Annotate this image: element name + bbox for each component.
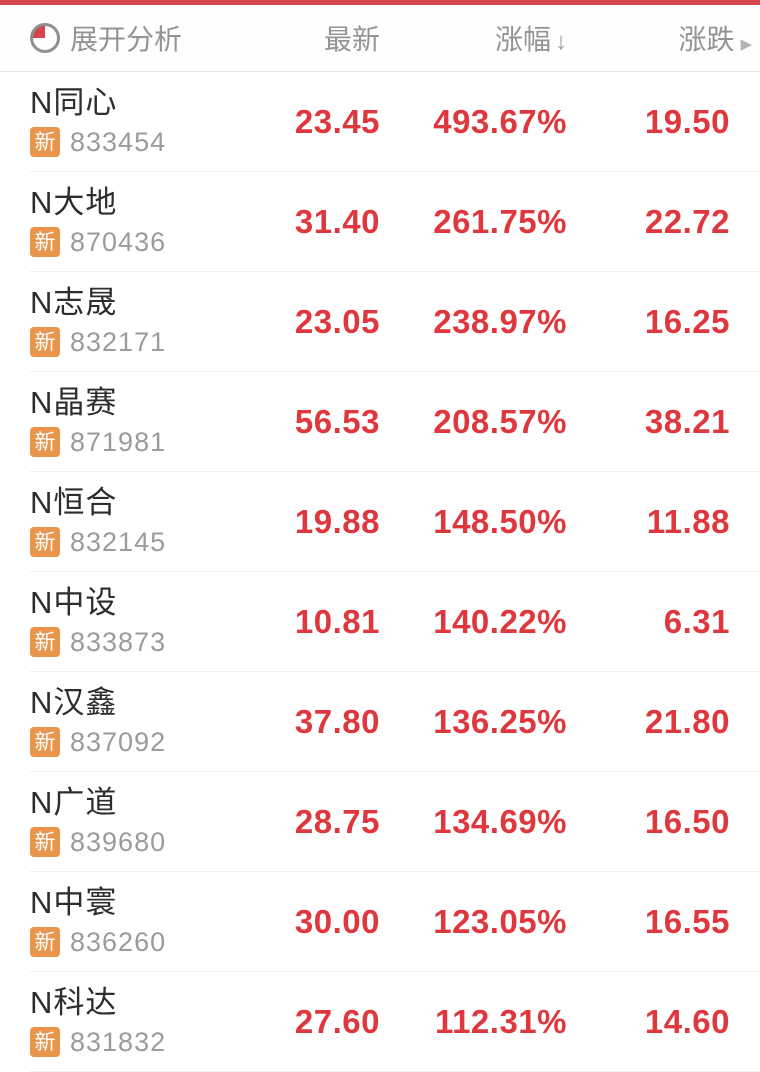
stock-name-cell: N晶赛 新 871981 (30, 387, 230, 458)
table-row[interactable]: N中设 新 833873 10.81 140.22% 6.31 (0, 572, 760, 672)
pct-change-value: 136.25% (433, 703, 567, 740)
stock-name: N同心 (30, 84, 118, 120)
stock-name-cell: N中设 新 833873 (30, 587, 230, 658)
stock-rows-container: N同心 新 833454 23.45 493.67% 19.50 N大地 新 8… (0, 72, 760, 1072)
stock-code: 832171 (70, 326, 167, 357)
change-amount-value: 22.72 (644, 203, 730, 240)
new-listing-badge: 新 (30, 427, 60, 457)
stock-name-cell: N中寰 新 836260 (30, 887, 230, 958)
latest-price-value: 30.00 (294, 903, 380, 940)
stock-name-cell: N志晟 新 832171 (30, 287, 230, 358)
new-listing-badge: 新 (30, 127, 60, 157)
pct-change-value: 493.67% (433, 103, 567, 140)
more-columns-chevron-icon: ▶ (740, 36, 752, 53)
pct-change-value: 261.75% (433, 203, 567, 240)
pct-change-value: 238.97% (433, 303, 567, 340)
sort-desc-arrow-icon: ↓ (555, 28, 567, 55)
stock-name: N晶赛 (30, 384, 118, 420)
stock-name: N恒合 (30, 484, 118, 520)
stock-name: N科达 (30, 984, 118, 1020)
pct-change-value: 148.50% (433, 503, 567, 540)
change-amount-value: 16.55 (644, 903, 730, 940)
new-listing-badge: 新 (30, 527, 60, 557)
latest-price-value: 56.53 (294, 403, 380, 440)
stock-name-cell: N大地 新 870436 (30, 187, 230, 258)
change-amount-value: 16.50 (644, 803, 730, 840)
pct-change-value: 123.05% (433, 903, 567, 940)
table-row[interactable]: N同心 新 833454 23.45 493.67% 19.50 (0, 72, 760, 172)
stock-name-cell: N科达 新 831832 (30, 987, 230, 1058)
pct-change-value: 140.22% (433, 603, 567, 640)
expand-analysis-button[interactable]: 展开分析 (30, 18, 230, 58)
stock-code: 871981 (70, 426, 167, 457)
pie-chart-icon (30, 23, 60, 53)
top-accent-bar (0, 0, 760, 5)
latest-price-value: 37.80 (294, 703, 380, 740)
table-row[interactable]: N恒合 新 832145 19.88 148.50% 11.88 (0, 472, 760, 572)
change-amount-value: 38.21 (644, 403, 730, 440)
column-header-pct-change[interactable]: 涨幅 ↓ (494, 24, 567, 55)
stock-name: N大地 (30, 184, 118, 220)
stock-name: N中寰 (30, 884, 118, 920)
stock-code: 832145 (70, 526, 167, 557)
new-listing-badge: 新 (30, 227, 60, 257)
new-listing-badge: 新 (30, 327, 60, 357)
new-listing-badge: 新 (30, 1027, 60, 1057)
stock-name-cell: N汉鑫 新 837092 (30, 687, 230, 758)
stock-code: 870436 (70, 226, 167, 257)
change-amount-value: 16.25 (644, 303, 730, 340)
change-amount-value: 19.50 (644, 103, 730, 140)
stock-code: 836260 (70, 926, 167, 957)
stock-code: 839680 (70, 826, 167, 857)
pct-change-value: 134.69% (433, 803, 567, 840)
stock-name-cell: N广道 新 839680 (30, 787, 230, 858)
latest-price-value: 27.60 (294, 1003, 380, 1040)
change-amount-value: 6.31 (663, 603, 730, 640)
latest-price-value: 31.40 (294, 203, 380, 240)
table-row[interactable]: N汉鑫 新 837092 37.80 136.25% 21.80 (0, 672, 760, 772)
column-header-change[interactable]: 涨跌 ▶ (678, 24, 752, 55)
new-listing-badge: 新 (30, 827, 60, 857)
table-row[interactable]: N科达 新 831832 27.60 112.31% 14.60 (0, 972, 760, 1072)
table-row[interactable]: N志晟 新 832171 23.05 238.97% 16.25 (0, 272, 760, 372)
column-header-latest[interactable]: 最新 (323, 24, 380, 55)
change-amount-value: 14.60 (644, 1003, 730, 1040)
latest-price-value: 23.05 (294, 303, 380, 340)
stock-name: N汉鑫 (30, 684, 118, 720)
latest-price-value: 28.75 (294, 803, 380, 840)
stock-code: 837092 (70, 726, 167, 757)
latest-price-value: 23.45 (294, 103, 380, 140)
expand-analysis-label: 展开分析 (70, 24, 183, 55)
stock-name-cell: N同心 新 833454 (30, 87, 230, 158)
list-header: 展开分析 最新 涨幅 ↓ 涨跌 ▶ (0, 5, 760, 72)
stock-code: 833873 (70, 626, 167, 657)
new-listing-badge: 新 (30, 927, 60, 957)
table-row[interactable]: N晶赛 新 871981 56.53 208.57% 38.21 (0, 372, 760, 472)
stock-name: N广道 (30, 784, 118, 820)
change-amount-value: 21.80 (644, 703, 730, 740)
stock-code: 831832 (70, 1026, 167, 1057)
table-row[interactable]: N中寰 新 836260 30.00 123.05% 16.55 (0, 872, 760, 972)
stock-name: N中设 (30, 584, 118, 620)
stock-name-cell: N恒合 新 832145 (30, 487, 230, 558)
new-listing-badge: 新 (30, 727, 60, 757)
latest-price-value: 19.88 (294, 503, 380, 540)
table-row[interactable]: N大地 新 870436 31.40 261.75% 22.72 (0, 172, 760, 272)
stock-code: 833454 (70, 126, 167, 157)
new-listing-badge: 新 (30, 627, 60, 657)
pct-change-value: 112.31% (435, 1003, 567, 1040)
table-row[interactable]: N广道 新 839680 28.75 134.69% 16.50 (0, 772, 760, 872)
stock-name: N志晟 (30, 284, 118, 320)
pct-change-value: 208.57% (433, 403, 567, 440)
latest-price-value: 10.81 (294, 603, 380, 640)
change-amount-value: 11.88 (646, 503, 730, 540)
